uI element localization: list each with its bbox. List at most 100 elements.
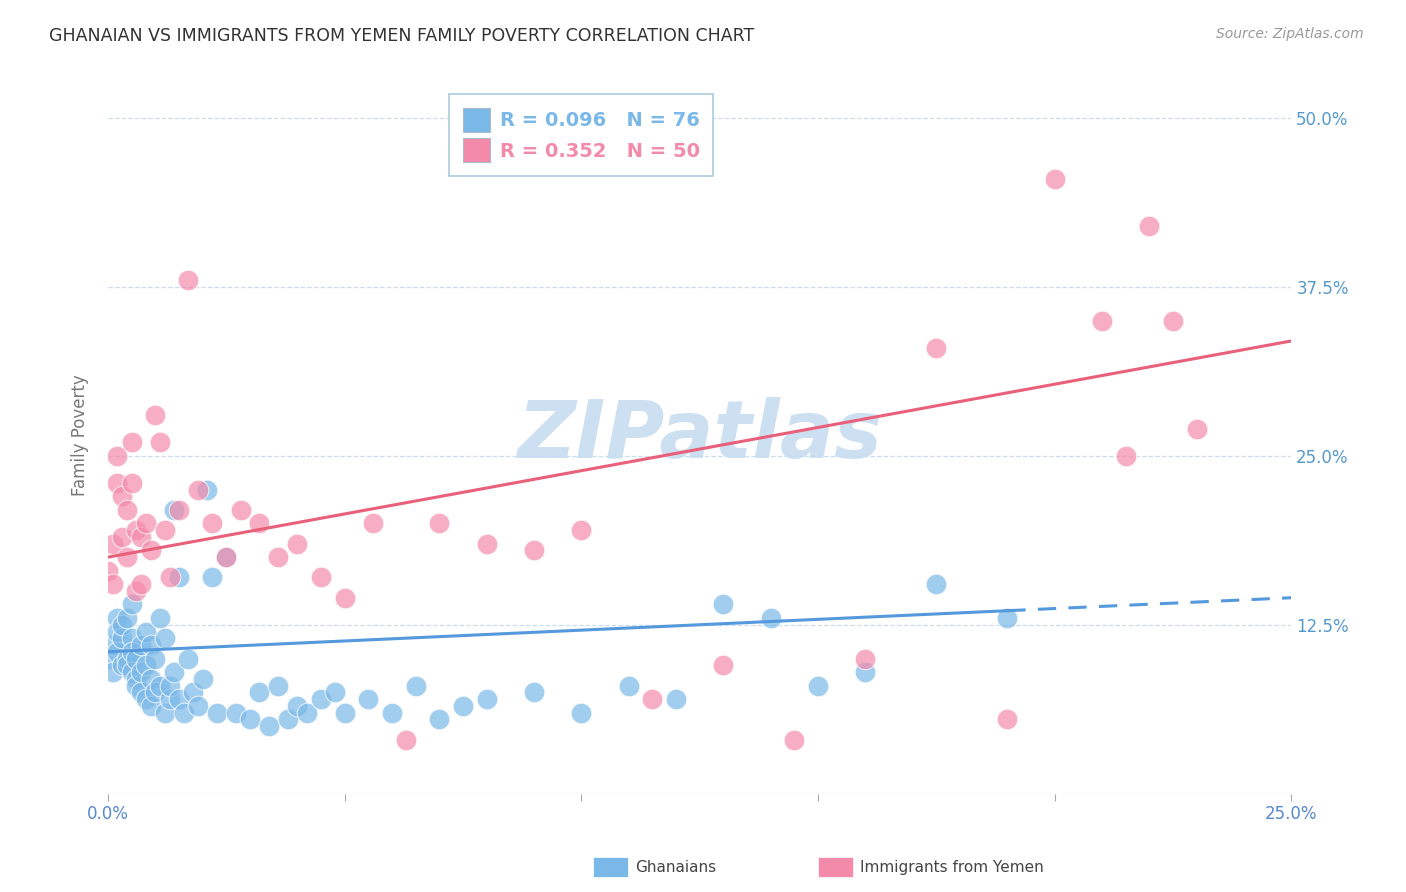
Point xyxy=(121,435,143,450)
Point xyxy=(167,570,190,584)
Point xyxy=(121,475,143,490)
Point xyxy=(181,685,204,699)
Point xyxy=(125,523,148,537)
Point xyxy=(201,516,224,531)
Point xyxy=(853,665,876,679)
Text: Ghanaians: Ghanaians xyxy=(636,860,717,874)
Point xyxy=(1043,171,1066,186)
Point xyxy=(309,692,332,706)
Point xyxy=(357,692,380,706)
Point xyxy=(163,503,186,517)
Point xyxy=(129,530,152,544)
Point xyxy=(163,665,186,679)
Point xyxy=(995,611,1018,625)
Point xyxy=(159,679,181,693)
Point xyxy=(139,672,162,686)
Text: Source: ZipAtlas.com: Source: ZipAtlas.com xyxy=(1216,27,1364,41)
Point xyxy=(1091,314,1114,328)
Legend: R = 0.096   N = 76, R = 0.352   N = 50: R = 0.096 N = 76, R = 0.352 N = 50 xyxy=(450,95,713,176)
Point xyxy=(1185,422,1208,436)
Point xyxy=(135,692,157,706)
Point xyxy=(125,679,148,693)
Point xyxy=(201,570,224,584)
Point xyxy=(617,679,640,693)
Point xyxy=(135,658,157,673)
Point xyxy=(523,685,546,699)
Point xyxy=(115,658,138,673)
Point xyxy=(405,679,427,693)
Point xyxy=(159,692,181,706)
Point xyxy=(925,341,948,355)
Point xyxy=(215,550,238,565)
Point xyxy=(711,598,734,612)
Text: GHANAIAN VS IMMIGRANTS FROM YEMEN FAMILY POVERTY CORRELATION CHART: GHANAIAN VS IMMIGRANTS FROM YEMEN FAMILY… xyxy=(49,27,755,45)
Point xyxy=(187,483,209,497)
Point xyxy=(191,672,214,686)
Point xyxy=(249,516,271,531)
Point xyxy=(121,598,143,612)
Point xyxy=(115,651,138,665)
Point xyxy=(1161,314,1184,328)
Point xyxy=(143,685,166,699)
Point xyxy=(121,632,143,646)
Point xyxy=(143,409,166,423)
Point xyxy=(115,503,138,517)
Point xyxy=(309,570,332,584)
Point xyxy=(139,638,162,652)
Point xyxy=(107,475,129,490)
Point xyxy=(129,577,152,591)
Point xyxy=(153,706,176,720)
Point xyxy=(129,685,152,699)
Point xyxy=(187,698,209,713)
Point xyxy=(641,692,664,706)
Point xyxy=(115,550,138,565)
Point xyxy=(167,692,190,706)
Point xyxy=(125,651,148,665)
Point xyxy=(107,645,129,659)
Point xyxy=(159,570,181,584)
Point xyxy=(395,732,418,747)
Point xyxy=(97,564,120,578)
Point xyxy=(807,679,830,693)
Point xyxy=(153,523,176,537)
Point xyxy=(783,732,806,747)
Point xyxy=(149,679,172,693)
Point xyxy=(995,712,1018,726)
Point xyxy=(135,624,157,639)
Point xyxy=(427,712,450,726)
Point xyxy=(569,706,592,720)
Point xyxy=(97,651,120,665)
Point xyxy=(225,706,247,720)
Point xyxy=(143,651,166,665)
Point xyxy=(111,489,134,503)
Point xyxy=(523,543,546,558)
Point xyxy=(197,483,219,497)
Point xyxy=(149,611,172,625)
Point xyxy=(173,706,195,720)
Point xyxy=(205,706,228,720)
Point xyxy=(111,658,134,673)
Point xyxy=(427,516,450,531)
Text: ZIPatlas: ZIPatlas xyxy=(517,397,882,475)
Point xyxy=(361,516,384,531)
Point xyxy=(257,719,280,733)
Point xyxy=(925,577,948,591)
Point xyxy=(285,536,308,550)
Point xyxy=(153,632,176,646)
Point xyxy=(267,550,290,565)
Point xyxy=(451,698,474,713)
Point xyxy=(711,658,734,673)
Point xyxy=(139,698,162,713)
Point xyxy=(229,503,252,517)
Point xyxy=(129,638,152,652)
Point xyxy=(135,516,157,531)
Point xyxy=(101,536,124,550)
Point xyxy=(111,617,134,632)
Point xyxy=(333,591,356,605)
Point xyxy=(139,543,162,558)
Point xyxy=(107,624,129,639)
Point xyxy=(167,503,190,517)
Point xyxy=(475,692,498,706)
Point xyxy=(107,449,129,463)
Point xyxy=(129,665,152,679)
